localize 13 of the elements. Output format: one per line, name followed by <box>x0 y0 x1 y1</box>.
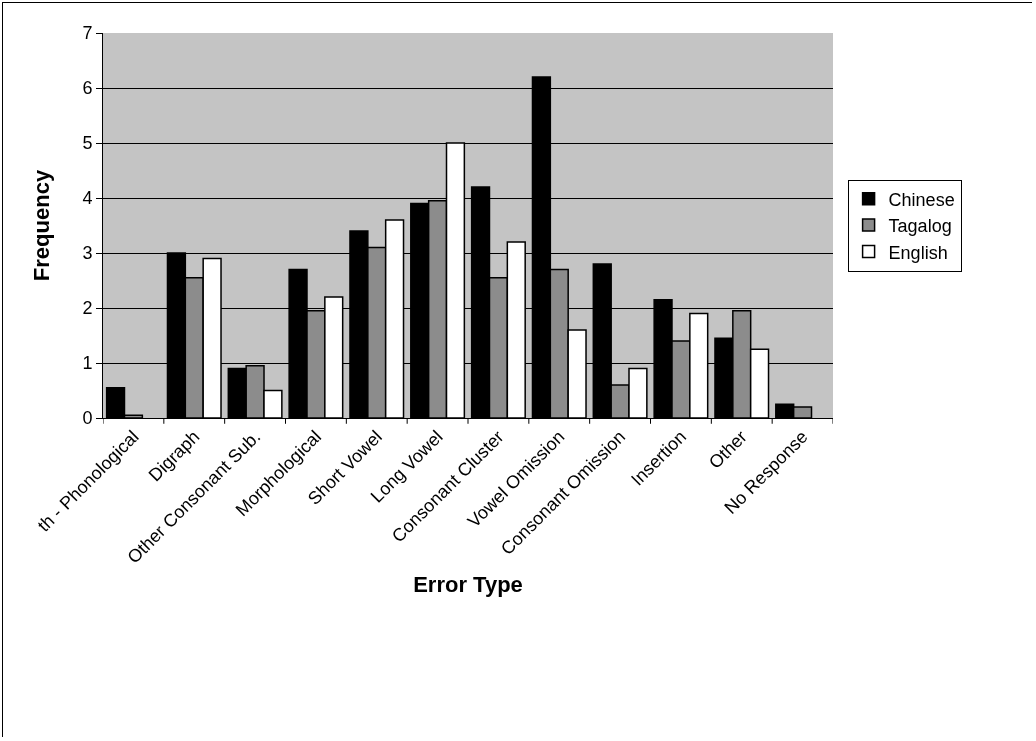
legend-label: English <box>888 242 948 263</box>
x-axis-title: Error Type <box>413 572 523 598</box>
y-tick-label: 4 <box>82 188 93 209</box>
legend-label: Chinese <box>888 189 955 210</box>
y-tick-label: 5 <box>82 133 93 154</box>
y-tick-label: 2 <box>82 298 93 319</box>
y-tick-label: 3 <box>82 243 93 264</box>
y-axis-title: Frequency <box>29 169 54 282</box>
y-tick-label: 7 <box>82 23 93 44</box>
y-tick-label: 1 <box>82 353 93 374</box>
y-tick-label: 0 <box>82 408 93 429</box>
legend-label: Tagalog <box>888 216 952 237</box>
y-tick-label: 6 <box>82 78 93 99</box>
